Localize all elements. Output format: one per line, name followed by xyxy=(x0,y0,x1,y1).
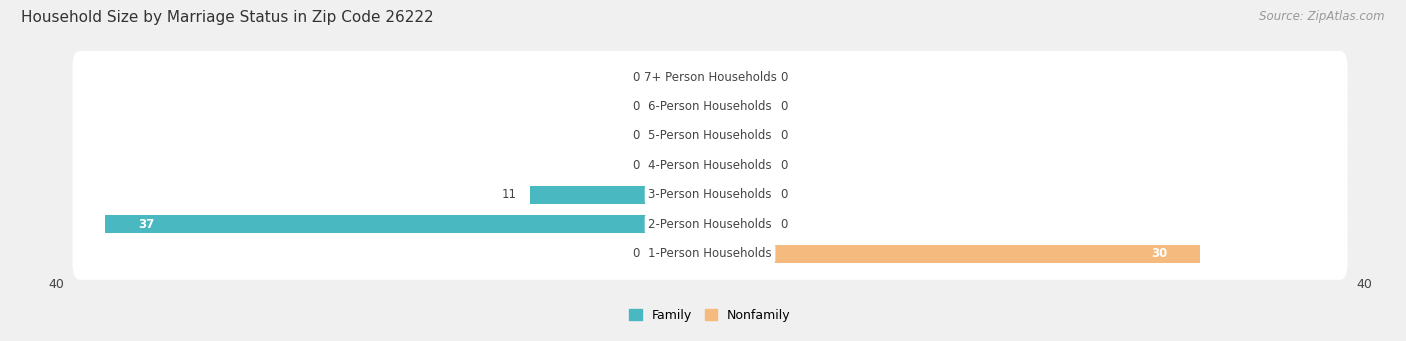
Bar xyxy=(710,98,768,116)
Text: 6-Person Households: 6-Person Households xyxy=(648,100,772,113)
Legend: Family, Nonfamily: Family, Nonfamily xyxy=(624,304,796,327)
Text: 0: 0 xyxy=(780,100,787,113)
Bar xyxy=(652,127,710,145)
Bar xyxy=(652,156,710,175)
Text: Household Size by Marriage Status in Zip Code 26222: Household Size by Marriage Status in Zip… xyxy=(21,10,433,25)
FancyBboxPatch shape xyxy=(73,198,1347,250)
Bar xyxy=(710,186,768,204)
Text: 2-Person Households: 2-Person Households xyxy=(648,218,772,231)
Text: 30: 30 xyxy=(1152,247,1167,260)
Text: 0: 0 xyxy=(633,130,640,143)
Bar xyxy=(105,215,710,233)
Text: 0: 0 xyxy=(633,100,640,113)
FancyBboxPatch shape xyxy=(73,168,1347,221)
Text: 4-Person Households: 4-Person Households xyxy=(648,159,772,172)
Text: 0: 0 xyxy=(633,159,640,172)
Text: 0: 0 xyxy=(780,218,787,231)
Bar xyxy=(710,244,1201,263)
FancyBboxPatch shape xyxy=(73,80,1347,133)
Bar xyxy=(710,156,768,175)
FancyBboxPatch shape xyxy=(73,227,1347,280)
Text: Source: ZipAtlas.com: Source: ZipAtlas.com xyxy=(1260,10,1385,23)
Text: 0: 0 xyxy=(780,159,787,172)
Text: 0: 0 xyxy=(633,247,640,260)
FancyBboxPatch shape xyxy=(73,139,1347,192)
Bar xyxy=(710,68,768,86)
Bar xyxy=(710,215,768,233)
Text: 5-Person Households: 5-Person Households xyxy=(648,130,772,143)
FancyBboxPatch shape xyxy=(73,110,1347,162)
Text: 37: 37 xyxy=(138,218,155,231)
Text: 0: 0 xyxy=(780,71,787,84)
Bar xyxy=(530,186,710,204)
Text: 11: 11 xyxy=(502,188,517,201)
Text: 7+ Person Households: 7+ Person Households xyxy=(644,71,776,84)
Text: 1-Person Households: 1-Person Households xyxy=(648,247,772,260)
Bar xyxy=(710,127,768,145)
Bar xyxy=(652,244,710,263)
Text: 0: 0 xyxy=(780,130,787,143)
FancyBboxPatch shape xyxy=(73,51,1347,103)
Bar xyxy=(652,98,710,116)
Text: 0: 0 xyxy=(780,188,787,201)
Bar xyxy=(652,68,710,86)
Text: 0: 0 xyxy=(633,71,640,84)
Text: 3-Person Households: 3-Person Households xyxy=(648,188,772,201)
